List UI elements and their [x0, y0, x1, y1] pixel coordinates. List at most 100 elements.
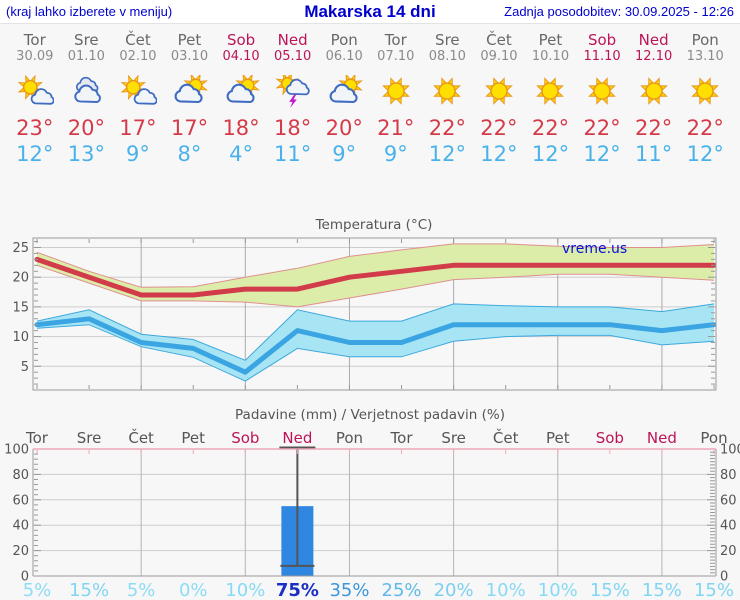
precip-probability: 15% — [69, 580, 109, 600]
precip-probability: 15% — [694, 580, 734, 600]
precip-probability: 10% — [486, 580, 526, 600]
cloud-sun-icon — [222, 66, 260, 115]
day-date: 02.10 — [119, 49, 157, 64]
day-column: Tor 07.10 21° 9° — [370, 31, 422, 168]
day-date: 12.10 — [635, 49, 673, 64]
sun-icon — [377, 66, 415, 115]
svg-text:100: 100 — [4, 443, 29, 458]
day-name: Pet — [177, 31, 202, 49]
precip-probability: 15% — [590, 580, 630, 600]
svg-text:20: 20 — [12, 271, 29, 286]
day-column: Sre 01.10 20° 13° — [61, 31, 113, 168]
precip-probability: 0% — [179, 580, 208, 600]
max-temperature: 22° — [635, 116, 673, 140]
day-column: Pet 03.10 17° 8° — [164, 31, 216, 168]
day-name: Sre — [74, 31, 99, 49]
day-date: 04.10 — [222, 49, 260, 64]
min-temperature: 4° — [229, 142, 253, 166]
day-column: Ned 12.10 22° 11° — [628, 31, 680, 168]
min-temperature: 11° — [635, 142, 673, 166]
sun-icon — [531, 66, 569, 115]
day-date: 09.10 — [480, 49, 518, 64]
svg-text:60: 60 — [12, 493, 29, 508]
day-name: Čet — [486, 31, 512, 49]
day-column: Pon 13.10 22° 12° — [679, 31, 731, 168]
min-temperature: 12° — [428, 142, 466, 166]
last-update: Zadnja posodobitev: 30.09.2025 - 12:26 — [504, 4, 734, 19]
day-name: Pon — [691, 31, 719, 49]
min-temperature: 9° — [332, 142, 357, 166]
precip-day-label: Sre — [441, 429, 466, 447]
day-name: Ned — [277, 31, 308, 49]
day-date: 01.10 — [67, 49, 105, 64]
precip-probability: 35% — [329, 580, 369, 600]
day-name: Sob — [226, 31, 256, 49]
svg-text:0: 0 — [21, 570, 29, 585]
day-date: 08.10 — [428, 49, 466, 64]
min-temperature: 12° — [531, 142, 570, 166]
watermark: vreme.us — [562, 241, 627, 257]
day-name: Sob — [587, 31, 617, 49]
day-column: Tor 30.09 23° 12° — [9, 31, 61, 168]
precip-day-label: Ned — [647, 429, 677, 447]
day-column: Čet 09.10 22° 12° — [473, 31, 525, 168]
min-temperature: 12° — [583, 142, 621, 166]
max-temperature-line — [34, 256, 717, 298]
sun-icon — [428, 66, 466, 115]
menu-hint: (kraj lahko izberete v meniju) — [6, 4, 173, 19]
temperature-chart: Temperatura (°C) 5 10 15 20 25 vreme.us — [12, 217, 717, 391]
svg-text:5: 5 — [21, 360, 29, 375]
svg-text:80: 80 — [720, 468, 737, 483]
min-temperature: 11° — [274, 142, 312, 166]
precip-day-label: Čet — [128, 428, 154, 447]
precip-day-label: Ned — [282, 429, 312, 447]
max-temperature: 20° — [67, 116, 105, 140]
svg-text:10: 10 — [12, 330, 29, 345]
precip-probability: 10% — [225, 580, 265, 600]
min-temperature-line — [34, 316, 717, 375]
precip-probability: 5% — [23, 580, 52, 600]
day-date: 11.10 — [583, 49, 621, 64]
precip-day-label: Sob — [596, 429, 624, 447]
max-temperature: 17° — [119, 116, 157, 140]
max-temperature: 22° — [531, 116, 570, 140]
cloud-sun-icon — [325, 66, 364, 115]
precip-probability: 10% — [538, 580, 578, 600]
day-column: Čet 02.10 17° 9° — [112, 31, 164, 168]
day-column: Pon 06.10 20° 9° — [318, 31, 370, 168]
svg-text:15: 15 — [12, 300, 29, 315]
precipitation-chart: Padavine (mm) / Verjetnost padavin (%) To… — [4, 407, 740, 600]
day-name: Tor — [384, 31, 407, 49]
precip-probability: 15% — [642, 580, 682, 600]
max-temperature: 18° — [274, 116, 312, 140]
max-temperature: 17° — [170, 116, 209, 140]
svg-text:25: 25 — [12, 241, 29, 256]
day-date: 05.10 — [274, 49, 312, 64]
max-temperature: 20° — [325, 116, 363, 140]
min-temperature: 12° — [686, 142, 724, 166]
max-temperature: 22° — [583, 116, 621, 140]
max-temperature: 21° — [377, 116, 415, 140]
precip-day-label: Čet — [493, 428, 519, 447]
page-title: Makarska 14 dni — [304, 2, 436, 21]
svg-text:60: 60 — [720, 493, 737, 508]
day-name: Sre — [435, 31, 460, 49]
precip-day-label: Sob — [231, 429, 259, 447]
min-temperature: 9° — [383, 142, 408, 166]
precip-day-label: Tor — [390, 429, 414, 447]
header: (kraj lahko izberete v meniju) Makarska … — [0, 0, 740, 24]
precip-day-label: Pon — [336, 429, 363, 447]
max-temperature: 22° — [480, 116, 518, 140]
max-temperature: 23° — [16, 116, 54, 140]
svg-text:20: 20 — [720, 544, 737, 559]
day-column: Sob 11.10 22° 12° — [576, 31, 628, 168]
precip-day-label: Pet — [546, 429, 570, 447]
day-name: Pet — [538, 31, 563, 49]
svg-text:80: 80 — [12, 468, 29, 483]
svg-text:40: 40 — [12, 519, 29, 534]
day-date: 06.10 — [325, 49, 363, 64]
precip-probability: 5% — [127, 580, 156, 600]
min-temperature: 12° — [16, 142, 54, 166]
temp-chart-title: Temperatura (°C) — [315, 217, 433, 233]
day-name: Ned — [638, 31, 669, 49]
